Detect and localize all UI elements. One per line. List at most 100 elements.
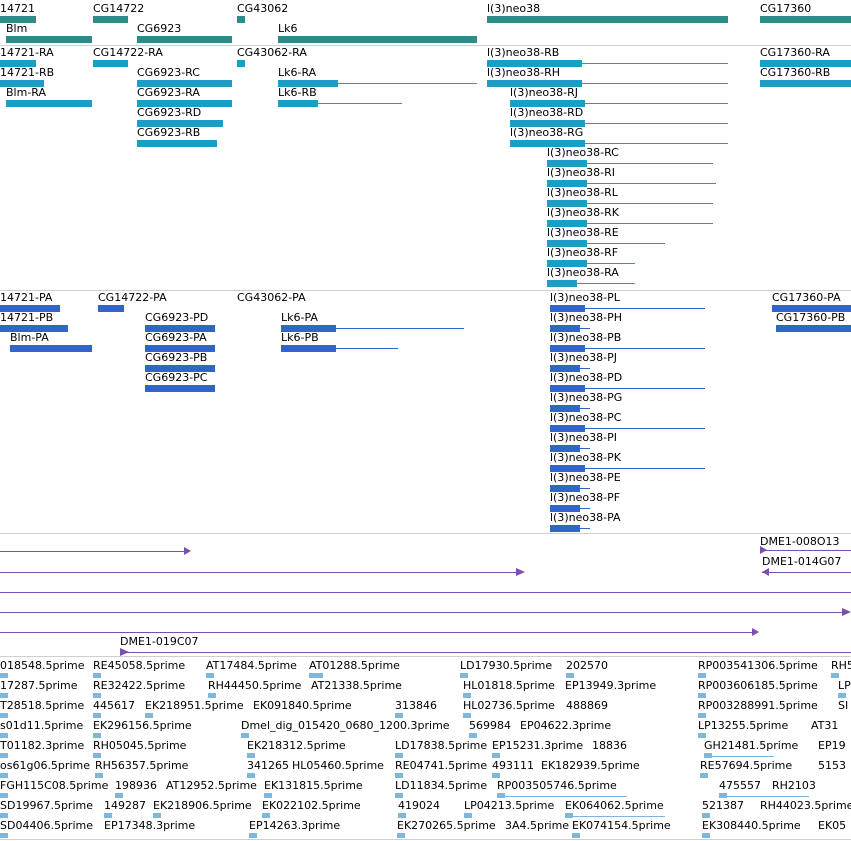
transcript-feature[interactable] (0, 60, 36, 67)
protein-feature[interactable] (550, 385, 585, 392)
transcript-feature[interactable] (547, 180, 587, 187)
transcript-feature[interactable] (137, 80, 232, 87)
protein-feature[interactable] (550, 465, 585, 472)
transcript-feature[interactable] (547, 220, 587, 227)
clone-feature[interactable] (762, 572, 851, 573)
est-feature[interactable] (206, 673, 214, 678)
est-feature[interactable] (247, 753, 255, 758)
est-feature[interactable] (0, 693, 8, 698)
protein-feature[interactable] (550, 525, 580, 532)
gene-feature[interactable] (237, 16, 245, 23)
protein-feature[interactable] (550, 445, 580, 452)
transcript-feature[interactable] (547, 260, 587, 267)
est-feature[interactable] (93, 753, 101, 758)
est-feature[interactable] (698, 713, 706, 718)
est-feature[interactable] (93, 673, 101, 678)
protein-feature[interactable] (145, 385, 215, 392)
est-feature[interactable] (145, 713, 153, 718)
transcript-feature[interactable] (137, 120, 223, 127)
est-feature[interactable] (492, 753, 500, 758)
gene-feature[interactable] (93, 16, 128, 23)
protein-feature[interactable] (776, 325, 851, 332)
clone-feature[interactable] (0, 592, 851, 593)
est-feature[interactable] (397, 833, 405, 838)
protein-feature[interactable] (550, 405, 580, 412)
gene-feature[interactable] (0, 16, 36, 23)
est-feature[interactable] (702, 833, 710, 838)
clone-feature[interactable] (120, 652, 851, 653)
est-feature[interactable] (93, 713, 101, 718)
protein-feature[interactable] (281, 345, 336, 352)
protein-feature[interactable] (550, 365, 580, 372)
est-feature[interactable] (0, 773, 8, 778)
clone-feature[interactable] (760, 550, 851, 551)
transcript-feature[interactable] (760, 60, 851, 67)
transcript-feature[interactable] (760, 80, 851, 87)
est-feature[interactable] (702, 813, 710, 818)
est-feature[interactable] (463, 713, 471, 718)
est-feature[interactable] (95, 773, 103, 778)
protein-feature[interactable] (10, 345, 92, 352)
transcript-feature[interactable] (547, 240, 587, 247)
est-feature[interactable] (104, 813, 112, 818)
est-feature[interactable] (698, 693, 706, 698)
clone-feature[interactable] (0, 632, 755, 633)
est-feature[interactable] (464, 813, 472, 818)
est-feature[interactable] (395, 753, 403, 758)
clone-feature[interactable] (0, 572, 520, 573)
protein-feature[interactable] (550, 345, 585, 352)
gene-feature[interactable] (137, 36, 232, 43)
est-feature[interactable] (208, 693, 216, 698)
est-feature[interactable] (0, 733, 8, 738)
est-feature[interactable] (93, 733, 101, 738)
clone-feature[interactable] (0, 612, 846, 613)
est-feature[interactable] (249, 833, 257, 838)
est-feature[interactable] (700, 773, 708, 778)
est-feature[interactable] (838, 693, 846, 698)
est-feature[interactable] (115, 793, 123, 798)
protein-feature[interactable] (145, 345, 215, 352)
protein-feature[interactable] (550, 325, 580, 332)
protein-feature[interactable] (281, 325, 336, 332)
protein-feature[interactable] (550, 505, 580, 512)
est-feature[interactable] (262, 813, 270, 818)
protein-feature[interactable] (145, 325, 215, 332)
protein-feature[interactable] (772, 305, 851, 312)
gene-feature[interactable] (760, 16, 851, 23)
est-feature[interactable] (153, 813, 161, 818)
est-feature[interactable] (0, 753, 8, 758)
est-feature[interactable] (93, 693, 101, 698)
est-feature[interactable] (0, 833, 8, 838)
est-feature[interactable] (719, 793, 727, 798)
protein-feature[interactable] (0, 325, 68, 332)
transcript-feature[interactable] (510, 140, 585, 147)
gene-feature[interactable] (278, 36, 477, 43)
transcript-feature[interactable] (487, 80, 582, 87)
est-feature[interactable] (264, 793, 272, 798)
est-feature[interactable] (398, 813, 406, 818)
gene-feature[interactable] (6, 36, 92, 43)
protein-feature[interactable] (0, 305, 60, 312)
est-feature[interactable] (704, 753, 712, 758)
transcript-feature[interactable] (510, 120, 585, 127)
transcript-feature[interactable] (137, 140, 217, 147)
transcript-feature[interactable] (487, 60, 582, 67)
protein-feature[interactable] (550, 425, 585, 432)
transcript-feature[interactable] (278, 100, 318, 107)
est-feature[interactable] (565, 813, 573, 818)
est-feature[interactable] (572, 833, 580, 838)
protein-feature[interactable] (98, 305, 124, 312)
est-feature[interactable] (831, 673, 839, 678)
gene-feature[interactable] (487, 16, 728, 23)
est-feature[interactable] (463, 693, 471, 698)
clone-feature[interactable] (0, 551, 186, 552)
est-feature[interactable] (698, 673, 706, 678)
transcript-feature[interactable] (0, 80, 44, 87)
transcript-feature[interactable] (547, 280, 577, 287)
est-feature[interactable] (309, 673, 323, 678)
est-feature[interactable] (460, 673, 468, 678)
est-feature[interactable] (492, 773, 500, 778)
est-feature[interactable] (566, 673, 574, 678)
transcript-feature[interactable] (510, 100, 585, 107)
transcript-feature[interactable] (237, 60, 245, 67)
